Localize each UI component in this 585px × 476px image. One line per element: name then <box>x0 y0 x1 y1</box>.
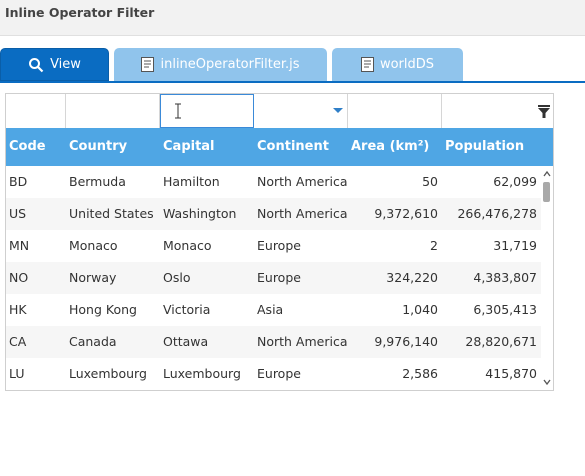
table-row[interactable]: BD Bermuda Hamilton North America 50 62,… <box>6 166 541 198</box>
column-header-continent[interactable]: Continent <box>257 139 329 154</box>
cell-population: 4,383,807 <box>473 270 537 285</box>
filter-country[interactable] <box>66 94 160 128</box>
cell-capital: Luxembourg <box>163 366 241 381</box>
cell-continent: Europe <box>257 238 301 253</box>
cell-country: Luxembourg <box>69 366 147 381</box>
cell-code: NO <box>9 270 29 285</box>
cell-capital: Ottawa <box>163 334 209 349</box>
tab-view-label: View <box>50 57 81 72</box>
tab-view[interactable]: View <box>0 48 109 81</box>
filter-continent[interactable] <box>254 94 348 128</box>
cell-country: Bermuda <box>69 174 126 189</box>
table-row[interactable]: MN Monaco Monaco Europe 2 31,719 <box>6 230 541 262</box>
cell-code: MN <box>9 238 30 253</box>
table-row[interactable]: LU Luxembourg Luxembourg Europe 2,586 41… <box>6 358 541 390</box>
table-row[interactable]: CA Canada Ottawa North America 9,976,140… <box>6 326 541 358</box>
data-grid: Code Country Capital Continent Area (km²… <box>5 93 554 391</box>
cell-country: Canada <box>69 334 117 349</box>
cell-population: 415,870 <box>485 366 537 381</box>
table-row[interactable]: HK Hong Kong Victoria Asia 1,040 6,305,4… <box>6 294 541 326</box>
cell-population: 266,476,278 <box>457 206 537 221</box>
chevron-down-icon[interactable] <box>543 378 551 386</box>
document-icon <box>360 57 374 72</box>
filter-country-input[interactable] <box>66 94 159 128</box>
filter-code-input[interactable] <box>6 94 65 128</box>
column-header-country[interactable]: Country <box>69 139 128 154</box>
chevron-down-icon[interactable] <box>333 108 343 113</box>
filter-capital-input[interactable] <box>161 95 253 127</box>
window-title: Inline Operator Filter <box>5 5 155 20</box>
cell-code: LU <box>9 366 25 381</box>
cell-capital: Washington <box>163 206 237 221</box>
cell-continent: North America <box>257 206 348 221</box>
document-icon <box>141 57 155 72</box>
column-header-area[interactable]: Area (km²) <box>351 139 430 154</box>
cell-continent: Asia <box>257 302 284 317</box>
column-header-code[interactable]: Code <box>9 139 46 154</box>
tab-worldds[interactable]: worldDS <box>332 48 463 81</box>
cell-area: 2,586 <box>402 366 438 381</box>
filter-population[interactable] <box>442 94 534 128</box>
cell-country: Monaco <box>69 238 118 253</box>
cell-country: Hong Kong <box>69 302 137 317</box>
filter-population-input[interactable] <box>442 94 534 128</box>
filter-capital[interactable] <box>160 94 254 128</box>
tab-inline-operator-filter-js[interactable]: inlineOperatorFilter.js <box>114 48 327 81</box>
chevron-up-icon[interactable] <box>543 170 551 178</box>
cell-continent: North America <box>257 174 348 189</box>
search-icon <box>28 57 44 73</box>
filter-area[interactable] <box>348 94 442 128</box>
text-cursor-icon <box>175 103 181 119</box>
grid-body: BD Bermuda Hamilton North America 50 62,… <box>6 166 541 390</box>
table-row[interactable]: NO Norway Oslo Europe 324,220 4,383,807 <box>6 262 541 294</box>
cell-area: 1,040 <box>402 302 438 317</box>
title-bar: Inline Operator Filter <box>0 0 585 36</box>
cell-area: 2 <box>430 238 438 253</box>
cell-area: 9,976,140 <box>374 334 438 349</box>
cell-population: 62,099 <box>493 174 537 189</box>
tab-bar: View inlineOperatorFilter.js worldDS <box>0 48 585 83</box>
cell-code: BD <box>9 174 28 189</box>
tab-worldds-label: worldDS <box>379 57 435 72</box>
cell-area: 9,372,610 <box>374 206 438 221</box>
filter-code[interactable] <box>6 94 66 128</box>
cell-capital: Victoria <box>163 302 211 317</box>
cell-population: 31,719 <box>493 238 537 253</box>
tab-js-label: inlineOperatorFilter.js <box>160 57 300 72</box>
cell-capital: Hamilton <box>163 174 220 189</box>
cell-population: 28,820,671 <box>465 334 537 349</box>
cell-capital: Oslo <box>163 270 191 285</box>
cell-continent: Europe <box>257 270 301 285</box>
cell-population: 6,305,413 <box>473 302 537 317</box>
cell-code: CA <box>9 334 27 349</box>
table-row[interactable]: US United States Washington North Americ… <box>6 198 541 230</box>
cell-area: 50 <box>422 174 438 189</box>
scrollbar-thumb[interactable] <box>543 182 550 202</box>
vertical-scrollbar[interactable] <box>541 166 553 390</box>
cell-code: US <box>9 206 27 221</box>
filter-row <box>6 94 553 128</box>
column-header-capital[interactable]: Capital <box>163 139 215 154</box>
column-header-population[interactable]: Population <box>445 139 525 154</box>
cell-continent: North America <box>257 334 348 349</box>
cell-continent: Europe <box>257 366 301 381</box>
filter-funnel-icon[interactable] <box>538 105 550 119</box>
cell-code: HK <box>9 302 27 317</box>
cell-country: Norway <box>69 270 117 285</box>
cell-area: 324,220 <box>386 270 438 285</box>
grid-header: Code Country Capital Continent Area (km²… <box>6 128 553 166</box>
cell-capital: Monaco <box>163 238 212 253</box>
cell-country: United States <box>69 206 154 221</box>
filter-area-input[interactable] <box>348 94 441 128</box>
